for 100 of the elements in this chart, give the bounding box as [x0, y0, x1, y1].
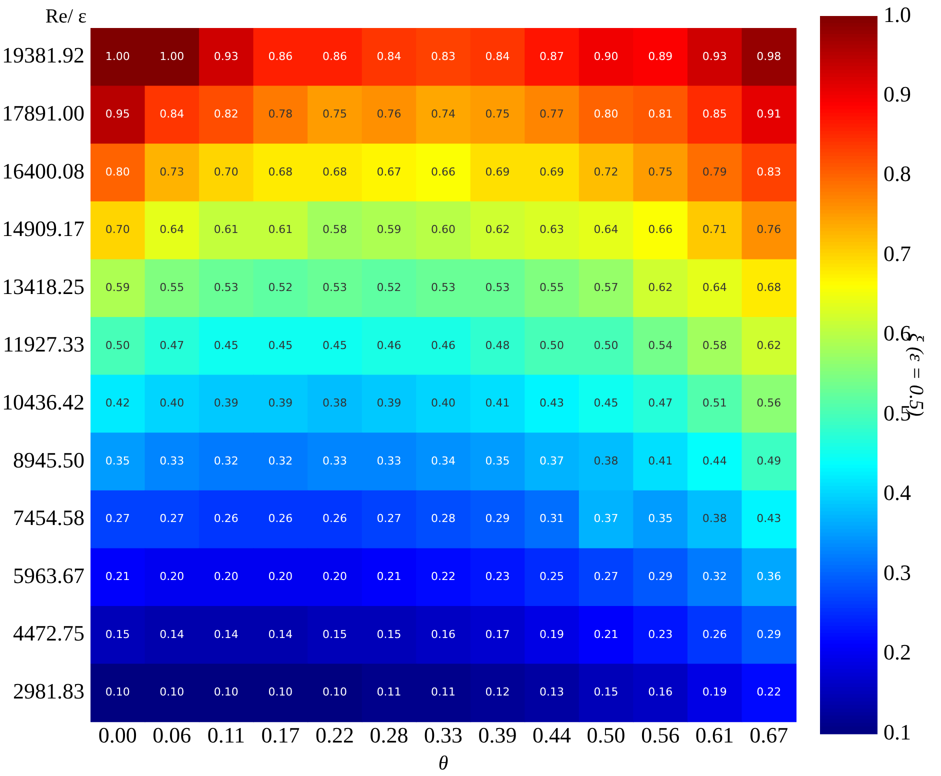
data-label: 0.20	[214, 570, 238, 583]
y-axis-title: Re/ ε	[45, 5, 86, 28]
color-bar-label: 0.8	[884, 161, 911, 186]
data-label: 0.60	[431, 223, 456, 236]
data-label: 0.32	[214, 454, 238, 468]
data-label: 0.21	[594, 628, 618, 641]
data-label: 0.71	[702, 223, 727, 236]
data-label: 0.34	[431, 454, 456, 468]
data-label: 0.66	[648, 223, 673, 236]
data-label: 0.35	[648, 512, 673, 526]
data-label: 0.38	[594, 454, 618, 468]
y-tick-label: 5963.67	[13, 562, 84, 588]
data-label: 0.78	[268, 108, 293, 121]
data-label: 0.45	[594, 396, 618, 410]
x-axis-title: θ	[438, 752, 448, 774]
data-label: 0.64	[594, 223, 618, 236]
data-label: 0.59	[105, 280, 130, 294]
data-label: 0.91	[756, 108, 782, 121]
data-label: 0.47	[160, 338, 184, 352]
data-label: 0.15	[105, 628, 130, 641]
data-label: 0.84	[485, 50, 510, 63]
data-label: 0.48	[485, 338, 510, 352]
data-label: 0.45	[322, 338, 347, 352]
x-tick-label: 0.61	[695, 722, 734, 748]
data-label: 0.19	[540, 628, 564, 641]
data-label: 0.26	[268, 512, 293, 526]
data-label: 0.21	[105, 570, 130, 583]
data-label: 0.27	[594, 570, 618, 583]
data-label: 0.87	[540, 50, 564, 63]
data-label: 0.15	[322, 628, 347, 641]
data-label: 0.52	[268, 280, 293, 294]
data-label: 0.47	[648, 396, 673, 410]
x-tick-label: 0.33	[424, 722, 462, 748]
data-label: 0.29	[648, 570, 673, 583]
data-label: 0.38	[702, 512, 727, 526]
data-label: 0.84	[376, 50, 402, 63]
data-label: 0.86	[322, 50, 347, 63]
data-label: 0.68	[322, 165, 347, 178]
data-label: 0.21	[376, 570, 402, 583]
data-label: 0.25	[540, 570, 564, 583]
data-label: 0.77	[540, 108, 564, 121]
data-label: 0.56	[756, 396, 782, 410]
data-label: 0.76	[376, 108, 402, 121]
data-label: 0.33	[160, 454, 184, 468]
data-label: 0.98	[756, 50, 782, 63]
data-label: 0.14	[214, 628, 238, 641]
data-label: 0.55	[540, 280, 564, 294]
data-label: 0.46	[431, 338, 456, 352]
x-tick-label: 0.50	[586, 722, 626, 748]
data-label: 0.37	[540, 454, 564, 468]
data-label: 0.19	[702, 686, 727, 699]
data-label: 0.39	[268, 396, 293, 410]
x-tick-label: 0.56	[641, 722, 680, 748]
data-label: 0.64	[702, 280, 727, 294]
data-label: 0.26	[322, 512, 347, 526]
data-label: 0.23	[648, 628, 673, 641]
data-label: 0.45	[268, 338, 293, 352]
data-label: 0.40	[431, 396, 456, 410]
y-tick-label: 2981.83	[13, 678, 84, 704]
data-label: 0.55	[160, 280, 184, 294]
data-label: 0.20	[160, 570, 184, 583]
x-tick-label: 0.11	[207, 722, 246, 748]
data-label: 0.51	[702, 396, 727, 410]
x-tick-label: 0.17	[261, 722, 300, 748]
data-label: 0.84	[160, 108, 184, 121]
data-label: 0.74	[431, 108, 456, 121]
data-label: 0.85	[702, 108, 727, 121]
color-bar-label: 0.9	[884, 82, 911, 107]
data-label: 0.28	[431, 512, 456, 526]
x-tick-label: 0.22	[315, 722, 354, 748]
data-label: 0.39	[214, 396, 238, 410]
data-label: 0.11	[376, 686, 402, 699]
data-label: 0.22	[431, 570, 456, 583]
data-label: 0.46	[376, 338, 402, 352]
y-tick-label: 11927.33	[2, 332, 84, 357]
data-label: 0.86	[268, 50, 293, 63]
data-label: 0.64	[160, 223, 184, 236]
data-label: 0.82	[214, 108, 238, 121]
data-label: 0.20	[322, 570, 347, 583]
data-label: 0.44	[702, 454, 727, 468]
data-label: 0.90	[594, 50, 618, 63]
data-label: 0.39	[376, 396, 402, 410]
data-label: 0.89	[648, 50, 673, 63]
data-label: 0.59	[376, 223, 402, 236]
x-tick-label: 0.39	[478, 722, 517, 748]
data-label: 0.67	[376, 165, 402, 178]
data-label: 0.58	[322, 223, 347, 236]
color-bar-label: 1.0	[884, 2, 911, 27]
color-bar-label: 0.2	[884, 640, 911, 665]
data-label: 0.35	[485, 454, 510, 468]
data-label: 0.53	[322, 280, 347, 294]
data-label: 0.41	[648, 454, 673, 468]
data-label: 0.27	[376, 512, 402, 526]
data-label: 0.93	[214, 50, 238, 63]
data-label: 0.50	[594, 338, 618, 352]
data-label: 0.93	[702, 50, 727, 63]
data-label: 0.23	[485, 570, 510, 583]
data-label: 0.26	[702, 628, 727, 641]
data-label: 0.14	[160, 628, 184, 641]
color-bar-label: 0.7	[884, 240, 911, 266]
